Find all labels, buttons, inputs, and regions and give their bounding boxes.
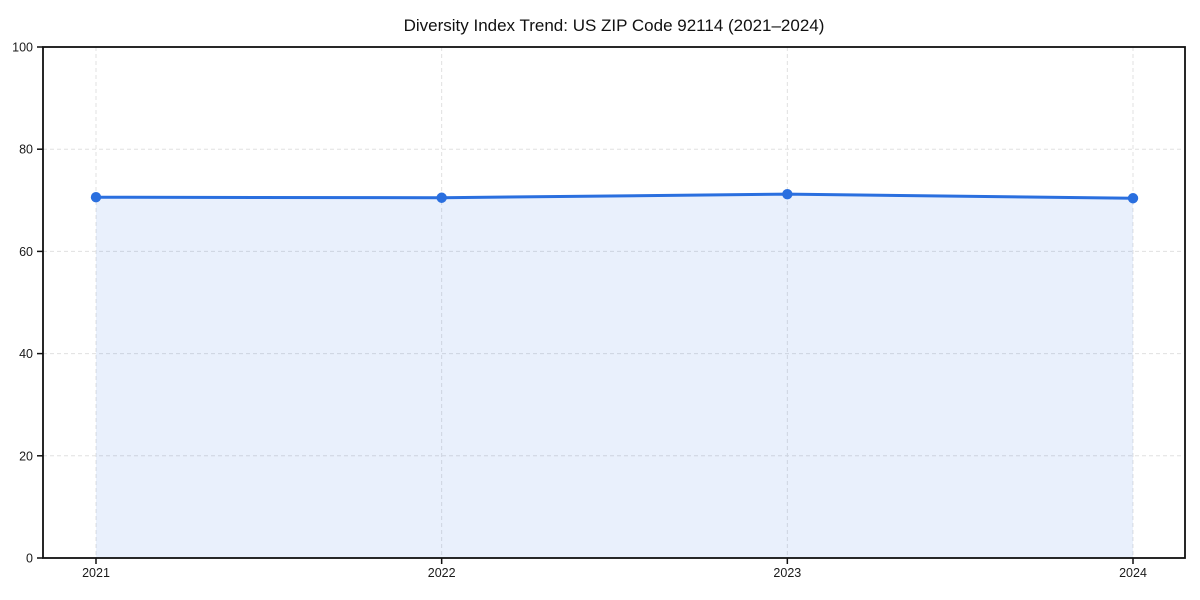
data-point-2023	[782, 188, 793, 200]
trend-line	[94, 192, 1135, 200]
x-axis-tick-label: 2024	[1119, 566, 1147, 580]
axes-layer: 0 20 40 60 80 100 2021 2022 2023 2024	[12, 41, 1186, 580]
x-axis-tick-label: 2023	[773, 566, 801, 580]
x-axis-tick-label: 2022	[428, 566, 456, 580]
plot-border	[42, 46, 1186, 559]
grid-layer	[43, 46, 1185, 559]
y-axis-tick-label: 100	[12, 41, 33, 55]
data-point-2022	[436, 192, 447, 203]
y-axis-tick-label: 80	[19, 143, 33, 157]
y-axis-tick-label: 60	[19, 245, 33, 259]
trend-area-fill	[96, 194, 1133, 558]
series-layer	[90, 188, 1139, 558]
data-point-2024	[1127, 193, 1139, 204]
y-axis-tick-label: 40	[19, 347, 33, 361]
data-point-2021	[90, 192, 102, 203]
chart-title: Diversity Index Trend: US ZIP Code 92114…	[404, 16, 825, 35]
y-axis-tick-label: 0	[26, 552, 33, 566]
y-axis-tick-label: 20	[19, 449, 33, 463]
x-axis-tick-label: 2021	[82, 566, 110, 580]
